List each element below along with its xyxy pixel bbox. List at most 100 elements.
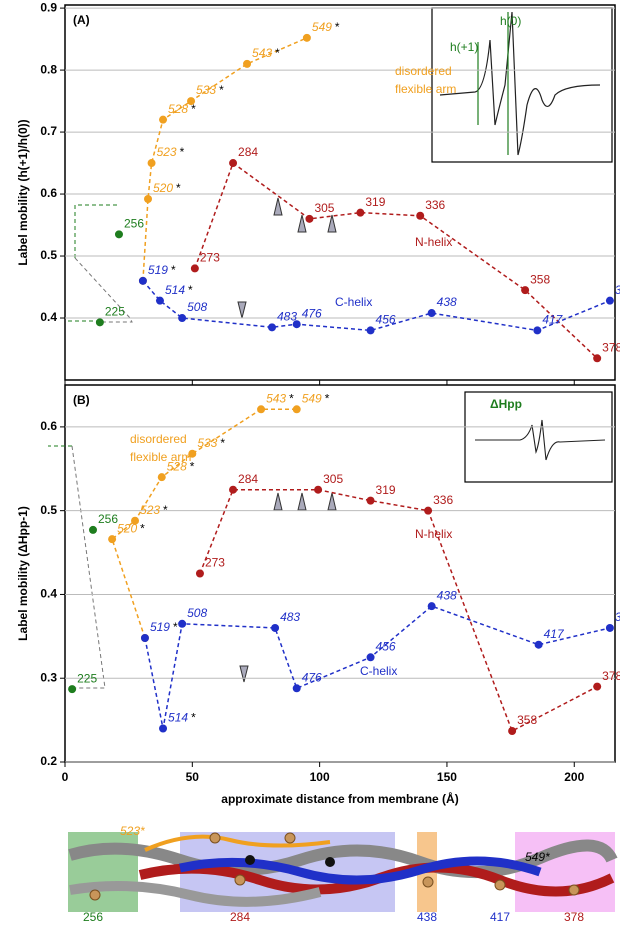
y-tick-label: 0.9: [40, 0, 57, 14]
data-point: [605, 623, 614, 632]
data-point: [95, 318, 104, 327]
inset-label: h(0): [500, 14, 521, 28]
point-label: 396: [615, 283, 620, 297]
point-label: 336: [433, 493, 453, 507]
point-label: 528: [168, 102, 188, 116]
structure-label: 417: [490, 910, 510, 924]
data-point: [424, 506, 433, 515]
point-label: 549: [312, 20, 332, 34]
structure-label: 256: [83, 910, 103, 924]
data-point: [138, 276, 147, 285]
data-point: [427, 309, 436, 318]
green-dash: [74, 204, 119, 258]
data-point: [534, 640, 543, 649]
point-label: 417: [542, 313, 563, 327]
y-tick-label: 0.7: [40, 124, 57, 138]
data-point: [508, 727, 517, 736]
y-tick-label: 0.4: [40, 310, 57, 324]
helix: [179, 856, 542, 885]
x-axis-label: approximate distance from membrane (Å): [221, 791, 458, 806]
data-point: [68, 685, 77, 694]
data-point: [593, 682, 602, 691]
point-label: 417: [544, 627, 565, 641]
data-point: [292, 684, 301, 693]
annotation: N-helix: [415, 235, 452, 249]
point-label: 533: [196, 83, 216, 97]
point-label: 305: [323, 472, 343, 486]
star: *: [335, 20, 340, 34]
star: *: [140, 521, 145, 535]
annotation: disordered: [395, 64, 452, 78]
point-label: 508: [187, 300, 207, 314]
point-label: 523: [140, 503, 160, 517]
y-tick-label: 0.5: [40, 248, 57, 262]
data-point: [366, 653, 375, 662]
point-label: 514: [168, 711, 188, 725]
point-label: 520: [153, 181, 173, 195]
data-point: [131, 516, 140, 525]
data-point: [89, 525, 98, 534]
star: *: [176, 181, 181, 195]
annotation: flexible arm: [130, 450, 191, 464]
x-tick-label: 0: [62, 770, 69, 784]
data-point: [155, 296, 164, 305]
point-label: 319: [365, 195, 385, 209]
star: *: [171, 263, 176, 277]
y-tick-label: 0.4: [40, 587, 57, 601]
data-point: [178, 314, 187, 323]
data-point: [521, 286, 530, 295]
point-label: 396: [615, 610, 620, 624]
data-point: [159, 115, 168, 124]
panel-title: (A): [73, 13, 90, 27]
point-label: 483: [280, 610, 300, 624]
point-label: 438: [437, 588, 457, 602]
structure-label: 284: [230, 910, 250, 924]
arm: [144, 834, 331, 852]
structure-label: 549*: [525, 850, 550, 864]
triangles: [237, 197, 337, 683]
x-tick-label: 100: [310, 770, 330, 784]
data-point: [195, 569, 204, 578]
data-point: [243, 59, 252, 68]
point-label: 284: [238, 472, 258, 486]
point-label: 378: [602, 340, 620, 354]
inset-label: h(+1): [450, 40, 478, 54]
data-point: [271, 623, 280, 632]
data-point: [366, 496, 375, 505]
data-point: [140, 634, 149, 643]
data-point: [190, 264, 199, 273]
point-label: 225: [77, 671, 97, 685]
y-tick-label: 0.6: [40, 419, 57, 433]
point-label: 456: [376, 313, 396, 327]
annotation: N-helix: [415, 527, 452, 541]
labels-spheres: [89, 832, 580, 901]
point-label: 273: [205, 556, 225, 570]
point-label: 305: [314, 201, 334, 215]
point-label: 256: [98, 512, 118, 526]
data-point: [416, 211, 425, 220]
star: *: [191, 711, 196, 725]
inset-a-spectrum: [439, 11, 601, 156]
point-label: 256: [124, 217, 144, 231]
point-label: 514: [165, 283, 185, 297]
panel-a-frame: [64, 4, 616, 381]
point-label: 284: [238, 145, 258, 159]
y-axis-label: Label mobility (h(+1)/h(0)): [16, 119, 30, 265]
annotation: C-helix: [360, 664, 397, 678]
panel-title: (B): [73, 393, 90, 407]
point-label: 438: [437, 295, 457, 309]
point-label: 225: [105, 305, 125, 319]
bracket: [71, 445, 106, 689]
point-label: 358: [517, 713, 537, 727]
series-line: [199, 488, 598, 733]
star: *: [219, 83, 224, 97]
point-label: 533: [197, 436, 217, 450]
data-point: [427, 602, 436, 611]
x-tick-label: 200: [564, 770, 584, 784]
helix: [68, 839, 618, 878]
point-label: 456: [376, 639, 396, 653]
data-point: [144, 195, 153, 204]
star: *: [220, 436, 225, 450]
inset-b: [464, 391, 613, 483]
